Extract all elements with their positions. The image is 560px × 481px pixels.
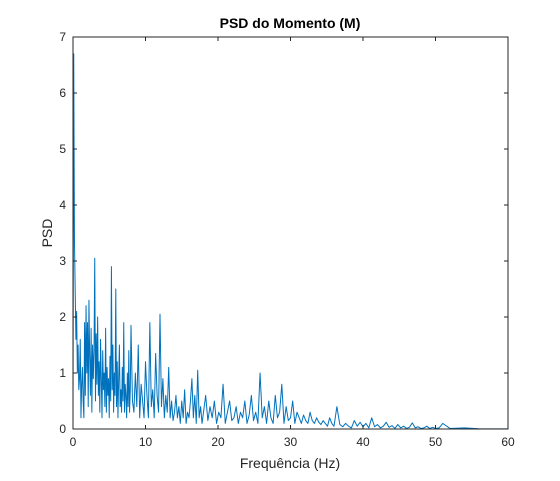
x-tick-label: 0: [70, 435, 77, 449]
x-tick-label: 50: [429, 435, 443, 449]
y-tick-label: 0: [59, 422, 66, 436]
series-layer: [72, 53, 509, 430]
y-tick-label: 1: [59, 366, 66, 380]
y-tick-label: 7: [59, 30, 66, 44]
x-tick-label: 30: [284, 435, 298, 449]
x-tick-label: 10: [139, 435, 153, 449]
y-tick-label: 2: [59, 310, 66, 324]
chart-title: PSD do Momento (M): [220, 15, 361, 31]
x-tick-label: 20: [211, 435, 225, 449]
y-tick-label: 4: [59, 198, 66, 212]
ticks-layer: 0 10 20 30 40 50 60 0 1 2 3 4 5 6 7: [59, 30, 515, 449]
y-tick-label: 5: [59, 142, 66, 156]
y-axis-label: PSD: [39, 219, 55, 248]
x-tick-label: 40: [356, 435, 370, 449]
psd-series-line: [72, 53, 509, 430]
y-tick-label: 3: [59, 254, 66, 268]
plot-area: [73, 37, 508, 429]
x-axis-label: Frequência (Hz): [240, 455, 340, 471]
y-tick-label: 6: [59, 86, 66, 100]
x-tick-label: 60: [501, 435, 515, 449]
